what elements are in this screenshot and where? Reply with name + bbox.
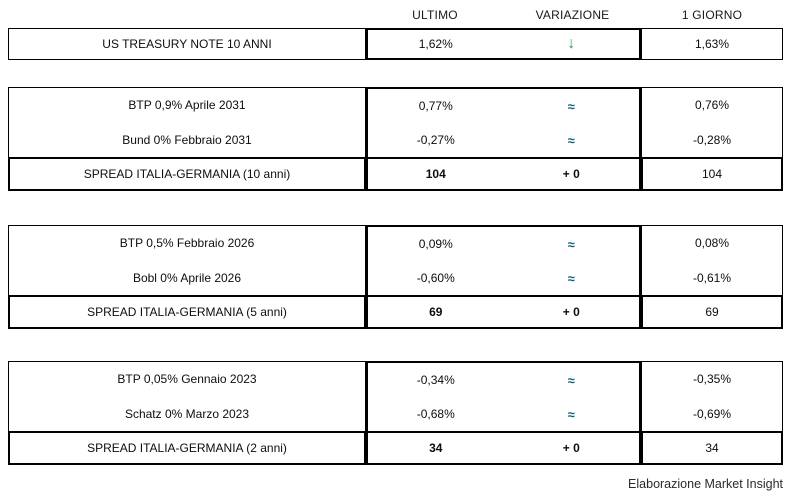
ultimo-value: -0,60% xyxy=(416,271,455,285)
bond-rows: BTP 0,05% Gennaio 2023 Schatz 0% Marzo 2… xyxy=(8,361,783,431)
spread-name: SPREAD ITALIA-GERMANIA (5 anni) xyxy=(87,305,287,319)
spread-row: SPREAD ITALIA-GERMANIA (2 anni) 34 + 0 3… xyxy=(8,431,783,465)
approx-equal-icon: ≈ xyxy=(567,270,575,286)
table-italy-germany-10y: BTP 0,9% Aprile 2031 Bund 0% Febbraio 20… xyxy=(8,87,783,191)
spread-variazione-value: + 0 xyxy=(562,305,580,319)
approx-equal-icon: ≈ xyxy=(567,236,575,252)
approx-equal-icon: ≈ xyxy=(567,98,575,114)
spread-ultimo-value: 34 xyxy=(429,441,443,455)
approx-equal-icon: ≈ xyxy=(567,132,575,148)
bond-name: Bobl 0% Aprile 2026 xyxy=(132,270,242,285)
spread-variazione-value: + 0 xyxy=(562,441,580,455)
bond-rows: BTP 0,9% Aprile 2031 Bund 0% Febbraio 20… xyxy=(8,87,783,157)
giorno-value: -0,35% xyxy=(692,372,732,387)
bond-name: Bund 0% Febbraio 2031 xyxy=(122,132,252,147)
spread-name: SPREAD ITALIA-GERMANIA (2 anni) xyxy=(87,441,287,455)
ultimo-value: 0,09% xyxy=(418,237,453,251)
spread-ultimo-value: 104 xyxy=(425,167,446,181)
spread-variazione-value: + 0 xyxy=(562,167,580,181)
ultimo-value: -0,27% xyxy=(416,133,455,147)
table-italy-germany-5y: BTP 0,5% Febbraio 2026 Bobl 0% Aprile 20… xyxy=(8,225,783,329)
source-credit: Elaborazione Market Insight xyxy=(628,477,783,491)
column-header-1-giorno: 1 GIORNO xyxy=(681,8,743,22)
table-us-treasury: US TREASURY NOTE 10 ANNI 1,62% ↓ 1,63% xyxy=(8,28,783,60)
giorno-value: -0,28% xyxy=(692,132,732,147)
giorno-value: 0,76% xyxy=(694,98,730,113)
bond-name: BTP 0,9% Aprile 2031 xyxy=(128,98,246,113)
giorno-value: 1,63% xyxy=(694,37,730,51)
spread-giorno-value: 34 xyxy=(705,441,719,455)
ultimo-value: 1,62% xyxy=(418,37,453,51)
giorno-value: -0,69% xyxy=(692,406,732,421)
approx-equal-icon: ≈ xyxy=(567,406,575,422)
giorno-value: -0,61% xyxy=(692,270,732,285)
ultimo-value: -0,34% xyxy=(416,373,455,387)
spread-row: SPREAD ITALIA-GERMANIA (10 anni) 104 + 0… xyxy=(8,157,783,191)
bond-row: US TREASURY NOTE 10 ANNI 1,62% ↓ 1,63% xyxy=(8,28,783,60)
bond-name: BTP 0,5% Febbraio 2026 xyxy=(119,236,255,251)
bond-name: BTP 0,05% Gennaio 2023 xyxy=(117,372,257,387)
giorno-value: 0,08% xyxy=(694,236,730,251)
table-italy-germany-2y: BTP 0,05% Gennaio 2023 Schatz 0% Marzo 2… xyxy=(8,361,783,465)
spread-row: SPREAD ITALIA-GERMANIA (5 anni) 69 + 0 6… xyxy=(8,295,783,329)
bond-name: US TREASURY NOTE 10 ANNI xyxy=(102,37,272,51)
column-header-ultimo: ULTIMO xyxy=(412,8,458,22)
bond-name: Schatz 0% Marzo 2023 xyxy=(124,406,250,421)
approx-equal-icon: ≈ xyxy=(567,372,575,388)
down-arrow-icon: ↓ xyxy=(567,35,576,52)
bond-rows: BTP 0,5% Febbraio 2026 Bobl 0% Aprile 20… xyxy=(8,225,783,295)
column-header-variazione: VARIAZIONE xyxy=(535,8,610,22)
ultimo-value: 0,77% xyxy=(418,99,453,113)
spread-name: SPREAD ITALIA-GERMANIA (10 anni) xyxy=(83,167,291,181)
spread-giorno-value: 69 xyxy=(705,305,719,319)
spread-ultimo-value: 69 xyxy=(429,305,443,319)
spread-giorno-value: 104 xyxy=(701,167,723,181)
ultimo-value: -0,68% xyxy=(416,407,455,421)
